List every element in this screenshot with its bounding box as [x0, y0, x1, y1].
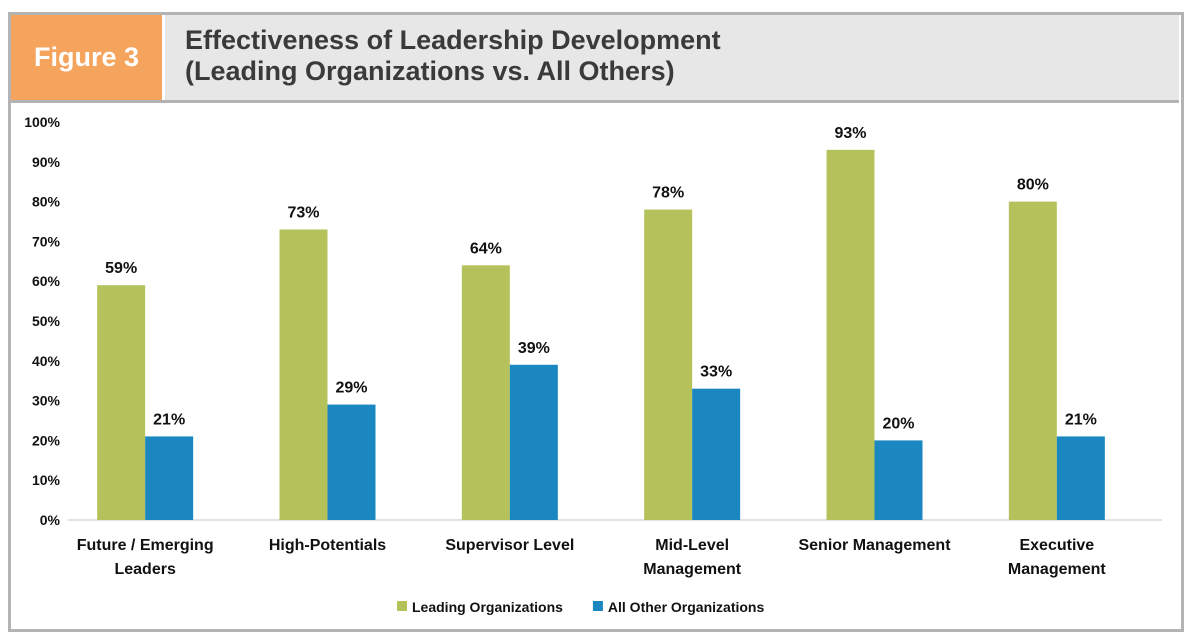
- y-tick-label: 50%: [32, 313, 61, 329]
- y-tick-label: 20%: [32, 432, 61, 448]
- bar-leading: [644, 209, 693, 520]
- bar-others: [327, 404, 376, 520]
- x-tick-label: Management: [1008, 561, 1106, 578]
- x-tick-label: Supervisor Level: [445, 537, 574, 554]
- legend-label: Leading Organizations: [412, 599, 563, 615]
- data-label: 29%: [335, 380, 367, 397]
- data-label: 73%: [287, 204, 319, 221]
- data-label: 21%: [153, 411, 185, 428]
- data-label: 33%: [700, 364, 732, 381]
- x-tick-label: High-Potentials: [269, 537, 386, 554]
- chart-title-line-1: Effectiveness of Leadership Development: [185, 25, 721, 55]
- data-label: 39%: [518, 340, 550, 357]
- bar-others: [509, 364, 558, 520]
- legend-swatch: [397, 601, 407, 611]
- bar-leading: [461, 265, 510, 520]
- bar-others: [874, 440, 923, 520]
- data-label: 93%: [834, 125, 866, 142]
- y-tick-label: 80%: [32, 194, 61, 210]
- bar-leading: [826, 149, 875, 521]
- bar-leading: [279, 229, 328, 520]
- data-label: 80%: [1017, 177, 1049, 194]
- data-label: 21%: [1065, 411, 1097, 428]
- bar-others: [145, 436, 194, 520]
- data-label: 59%: [105, 260, 137, 277]
- figure-frame: [8, 12, 1184, 632]
- chart-title-line-2: (Leading Organizations vs. All Others): [185, 56, 675, 86]
- chart-title: Effectiveness of Leadership Development …: [165, 15, 1179, 100]
- y-tick-label: 10%: [32, 472, 61, 488]
- data-label: 20%: [882, 415, 914, 432]
- legend-label: All Other Organizations: [608, 599, 765, 615]
- data-label: 64%: [470, 240, 502, 257]
- x-tick-label: Future / Emerging: [77, 537, 214, 554]
- y-tick-label: 100%: [24, 114, 60, 130]
- x-tick-label: Management: [643, 561, 741, 578]
- y-tick-label: 30%: [32, 393, 61, 409]
- bar-leading: [1008, 201, 1057, 520]
- y-tick-label: 0%: [40, 512, 61, 528]
- figure-label: Figure 3: [11, 15, 162, 100]
- x-tick-label: Leaders: [114, 561, 175, 578]
- bar-leading: [97, 285, 146, 520]
- bar-others: [1056, 436, 1105, 520]
- y-tick-label: 70%: [32, 233, 61, 249]
- y-tick-label: 40%: [32, 353, 61, 369]
- bar-others: [692, 388, 741, 520]
- x-tick-label: Mid-Level: [655, 537, 729, 554]
- header-divider: [11, 100, 1179, 103]
- x-tick-label: Senior Management: [798, 537, 951, 554]
- legend-swatch: [592, 601, 603, 611]
- data-label: 78%: [652, 185, 684, 202]
- x-tick-label: Executive: [1019, 537, 1094, 554]
- y-tick-label: 60%: [32, 273, 61, 289]
- y-tick-label: 90%: [32, 154, 61, 170]
